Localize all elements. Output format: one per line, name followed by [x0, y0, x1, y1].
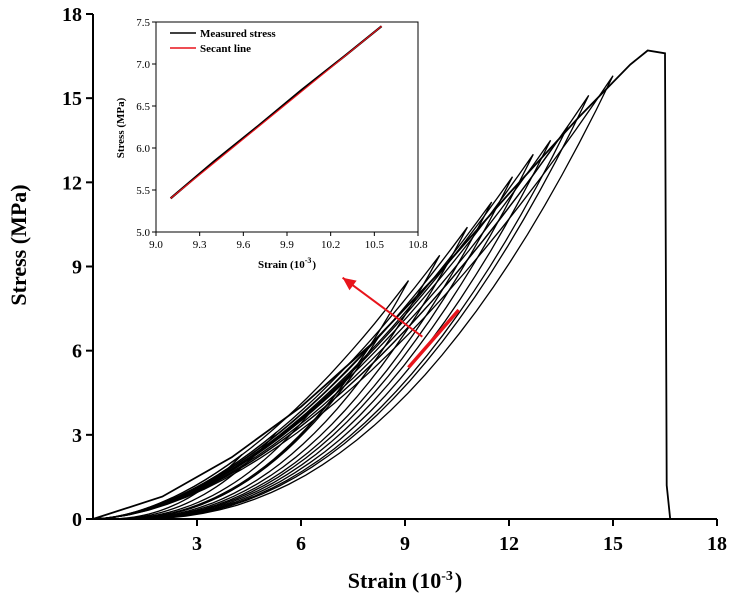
main-y-tick-label: 18 — [62, 4, 82, 26]
loading-loop — [92, 153, 534, 520]
inset-ylabel: Stress (MPa) — [115, 97, 127, 158]
loading-loop — [92, 254, 441, 520]
inset-y-tick-label: 7.5 — [136, 17, 150, 29]
inset-y-tick-label: 5.0 — [136, 227, 150, 239]
arrow-head — [342, 277, 357, 291]
main-x-tick-label: 6 — [296, 533, 306, 555]
inset-lines — [169, 25, 383, 200]
main-x-tick-label: 3 — [192, 533, 202, 555]
main-xlabel-base: Strain (10 — [348, 568, 442, 593]
main-xlabel-end: ) — [455, 568, 462, 593]
inset-y-tick-label: 7.0 — [136, 59, 150, 71]
inset-x-tick-label: 10.2 — [321, 239, 340, 251]
inset-secant-line — [170, 25, 382, 199]
inset-plot: 9.0 9.3 9.6 9.9 10.2 10.5 10.8 5.0 5.5 6.0 6.5 7.0 7… — [115, 17, 428, 271]
inset-x-tick-label: 10.5 — [365, 239, 385, 251]
inset-x-tick-label: 9.3 — [193, 239, 207, 251]
highlight-segment — [407, 308, 461, 369]
main-y-tick-label: 15 — [62, 88, 82, 110]
main-xlabel: Strain (10-3) — [348, 568, 463, 593]
inset-xlabel-base: Strain (10 — [258, 259, 305, 271]
inset-xlabel-sup: -3 — [305, 256, 312, 265]
main-x-tick-label: 12 — [499, 533, 519, 555]
main-y-tick-label: 0 — [72, 509, 82, 531]
main-y-tick-label: 3 — [72, 425, 82, 447]
inset-xlabel-end: ) — [312, 259, 316, 271]
main-xlabel-sup: -3 — [441, 569, 453, 584]
main-plot: 3 6 9 12 15 18 0 3 6 9 12 15 18 Stress (MPa) Strain … — [6, 4, 727, 593]
loading-loop — [92, 226, 468, 520]
main-x-tick-label: 18 — [707, 533, 727, 555]
legend-secant-label: Secant line — [200, 43, 251, 55]
loading-loop — [92, 280, 410, 520]
arrow-shaft — [342, 276, 423, 338]
main-ylabel: Stress (MPa) — [6, 184, 31, 305]
loading-loop — [92, 75, 614, 520]
failure-envelope — [92, 49, 672, 520]
inset-xlabel: Strain (10-3) — [258, 256, 316, 271]
loading-loop — [92, 95, 590, 520]
main-curves — [92, 49, 672, 520]
inset-y-tick-label: 6.0 — [136, 143, 150, 155]
inset-ticks: 9.0 9.3 9.6 9.9 10.2 10.5 10.8 5.0 5.5 6.0 6.5 7.0 7… — [136, 17, 428, 251]
legend-measured-label: Measured stress — [200, 28, 276, 40]
inset-frame — [155, 21, 419, 233]
inset-legend: Measured stress Secant line — [170, 28, 276, 55]
main-ticks: 3 6 9 12 15 18 0 3 6 9 12 15 18 — [62, 4, 727, 555]
inset-axes — [155, 21, 419, 233]
main-y-tick-label: 9 — [72, 257, 82, 279]
main-y-tick-label: 6 — [72, 341, 82, 363]
inset-y-tick-label: 5.5 — [136, 185, 150, 197]
inset-x-tick-label: 10.8 — [408, 239, 428, 251]
inset-y-tick-label: 6.5 — [136, 101, 150, 113]
main-y-tick-label: 12 — [62, 172, 82, 194]
main-x-tick-label: 15 — [603, 533, 623, 555]
inset-x-tick-label: 9.0 — [149, 239, 163, 251]
loading-loop — [92, 139, 552, 520]
loading-loop — [92, 176, 514, 520]
main-annotations — [342, 276, 461, 369]
inset-x-tick-label: 9.9 — [280, 239, 294, 251]
inset-x-tick-label: 9.6 — [236, 239, 250, 251]
main-x-tick-label: 9 — [400, 533, 410, 555]
